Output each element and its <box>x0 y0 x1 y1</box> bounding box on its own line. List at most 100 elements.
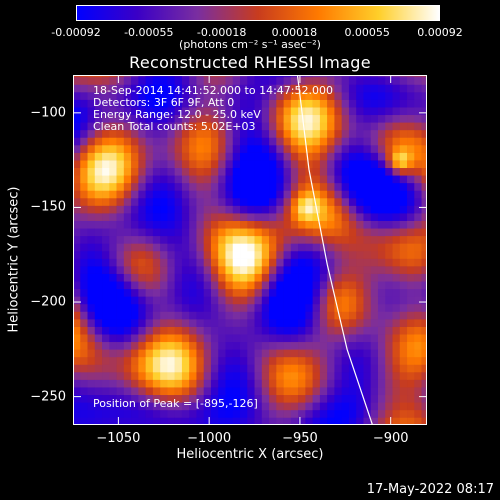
heatmap-cell <box>232 250 241 259</box>
heatmap-cell <box>210 220 219 229</box>
heatmap-cell <box>290 137 299 146</box>
heatmap-cell <box>341 394 350 403</box>
heatmap-cell <box>298 122 306 131</box>
heatmap-cell <box>276 182 284 191</box>
heatmap-cell <box>102 167 110 176</box>
heatmap-cell <box>247 394 255 403</box>
heatmap-cell <box>269 273 277 282</box>
heatmap-cell <box>334 281 342 290</box>
heatmap-cell <box>385 394 393 403</box>
heatmap-cell <box>131 266 139 274</box>
heatmap-cell <box>312 76 321 85</box>
heatmap-cell <box>327 76 335 85</box>
heatmap-cell <box>109 326 117 335</box>
heatmap-cell <box>356 334 364 343</box>
heatmap-cell <box>210 288 219 297</box>
heatmap-cell <box>102 379 110 388</box>
heatmap-cell <box>341 364 350 373</box>
heatmap-cell <box>290 122 299 131</box>
heatmap-cell <box>240 387 248 396</box>
heatmap-cell <box>102 129 110 138</box>
heatmap-cell <box>116 372 125 380</box>
heatmap-cells <box>73 75 427 425</box>
heatmap-cell <box>123 319 132 327</box>
heatmap-cell <box>189 296 197 305</box>
heatmap-cell <box>109 372 117 380</box>
heatmap-cell <box>319 228 328 237</box>
heatmap-cell <box>203 273 212 282</box>
heatmap-cell <box>414 402 422 411</box>
heatmap-cell <box>254 288 263 297</box>
heatmap-cell <box>218 243 226 252</box>
heatmap-cell <box>421 190 427 199</box>
heatmap-cell <box>312 213 321 221</box>
heatmap-cell <box>109 334 117 343</box>
heatmap-cell <box>247 258 255 267</box>
heatmap-cell <box>210 296 219 305</box>
heatmap-cell <box>312 372 321 380</box>
heatmap-cell <box>167 228 175 237</box>
heatmap-cell <box>348 349 357 358</box>
heatmap-cell <box>290 379 299 388</box>
heatmap-cell <box>203 266 212 274</box>
heatmap-cell <box>196 334 205 343</box>
heatmap-cell <box>123 349 132 358</box>
heatmap-cell <box>319 417 328 425</box>
heatmap-cell <box>240 311 248 320</box>
heatmap-cell <box>269 160 277 169</box>
heatmap-cell <box>145 145 154 153</box>
heatmap-cell <box>276 152 284 161</box>
heatmap-cell <box>196 114 205 123</box>
heatmap-cell <box>160 379 168 388</box>
heatmap-cell <box>152 273 161 282</box>
heatmap-cell <box>421 129 427 138</box>
heatmap-cell <box>232 273 241 282</box>
heatmap-cell <box>232 129 241 138</box>
heatmap-cell <box>167 167 175 176</box>
heatmap-cell <box>73 107 81 116</box>
heatmap-cell <box>399 92 408 100</box>
heatmap-cell <box>210 319 219 327</box>
heatmap-cell <box>269 190 277 199</box>
heatmap-cell <box>196 92 205 100</box>
heatmap-cell <box>240 250 248 259</box>
heatmap-cell <box>348 243 357 252</box>
heatmap-cell <box>218 197 226 206</box>
heatmap-cell <box>305 349 313 358</box>
heatmap-cell <box>152 409 161 418</box>
heatmap-cell <box>181 228 190 237</box>
heatmap-cell <box>131 334 139 343</box>
heatmap-cell <box>283 258 292 267</box>
heatmap-cell <box>269 92 277 100</box>
heatmap-cell <box>167 311 175 320</box>
heatmap-cell <box>247 76 255 85</box>
heatmap-cell <box>407 175 415 184</box>
heatmap-cell <box>363 213 372 221</box>
heatmap-cell <box>261 122 270 131</box>
heatmap-cell <box>370 137 379 146</box>
heatmap-cell <box>123 197 132 206</box>
heatmap-cell <box>189 303 197 312</box>
heatmap-cell <box>312 129 321 138</box>
heatmap-cell <box>254 175 263 184</box>
heatmap-cell <box>334 190 342 199</box>
heatmap-cell <box>247 364 255 373</box>
heatmap-cell <box>94 394 103 403</box>
heatmap-cell <box>181 129 190 138</box>
heatmap-cell <box>131 99 139 108</box>
heatmap-cell <box>109 356 117 365</box>
heatmap-cell <box>174 303 183 312</box>
heatmap-cell <box>94 167 103 176</box>
heatmap-cell <box>196 152 205 161</box>
heatmap-cell <box>94 402 103 411</box>
heatmap-cell <box>399 243 408 252</box>
x-tick-label: −900 <box>372 431 409 446</box>
heatmap-cell <box>167 205 175 214</box>
heatmap-cell <box>174 167 183 176</box>
heatmap-cell <box>348 387 357 396</box>
heatmap-cell <box>348 402 357 411</box>
heatmap-cell <box>210 258 219 267</box>
heatmap-cell <box>232 76 241 85</box>
y-tick-label: −200 <box>30 294 66 310</box>
heatmap-cell <box>87 356 96 365</box>
